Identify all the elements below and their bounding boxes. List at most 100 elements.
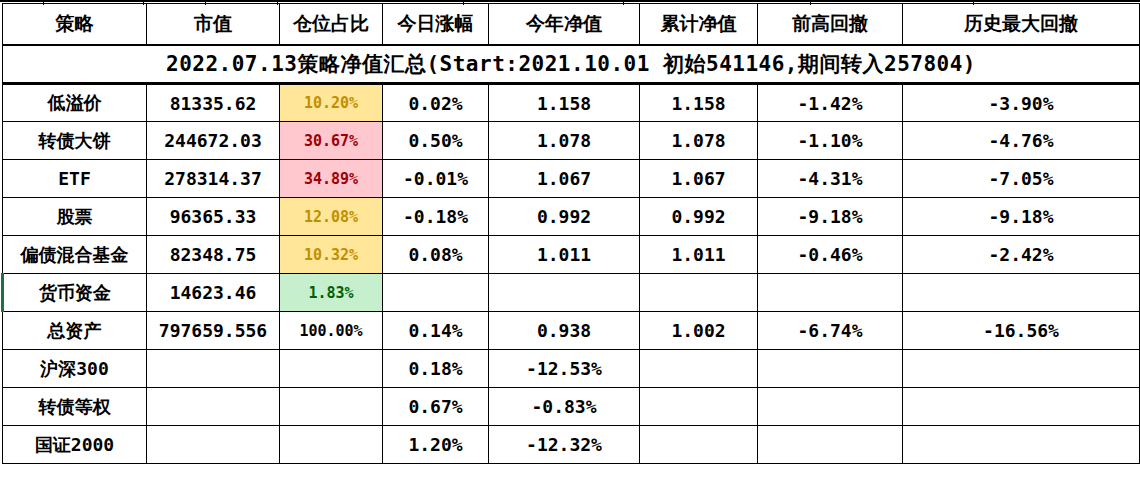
cell-max-drawdown[interactable]: -2.42% — [903, 236, 1140, 274]
cell-drawdown-from-high[interactable] — [758, 350, 903, 388]
cell-strategy[interactable]: 偏债混合基金 — [3, 236, 147, 274]
col-header-strategy[interactable]: 策略 — [3, 4, 147, 45]
cell-strategy[interactable]: 国证2000 — [3, 426, 147, 464]
cell-strategy[interactable]: 沪深300 — [3, 350, 147, 388]
cell-strategy[interactable]: 总资产 — [3, 312, 147, 350]
gridline-tick — [43, 2, 44, 5]
cell-position-pct[interactable]: 10.32% — [280, 236, 383, 274]
cell-ytd-nav[interactable] — [489, 274, 640, 312]
table-row: 偏债混合基金82348.7510.32%0.08%1.0111.011-0.46… — [3, 236, 1140, 274]
cell-position-pct[interactable]: 1.83% — [280, 274, 383, 312]
cell-cumulative-nav[interactable] — [640, 388, 758, 426]
cell-today-change[interactable]: 0.18% — [383, 350, 489, 388]
cell-strategy[interactable]: 股票 — [3, 198, 147, 236]
cell-position-pct[interactable] — [280, 350, 383, 388]
cell-max-drawdown[interactable] — [903, 426, 1140, 464]
cell-cumulative-nav[interactable] — [640, 274, 758, 312]
cell-position-pct[interactable]: 34.89% — [280, 160, 383, 198]
table-row: 沪深300 0.18%-12.53% — [3, 350, 1140, 388]
cell-drawdown-from-high[interactable]: -9.18% — [758, 198, 903, 236]
cell-today-change[interactable]: -0.18% — [383, 198, 489, 236]
cell-market-value[interactable]: 244672.03 — [147, 122, 280, 160]
table-row: 国证2000 1.20%-12.32% — [3, 426, 1140, 464]
cell-ytd-nav[interactable]: 1.158 — [489, 84, 640, 122]
title-row: 2022.07.13策略净值汇总(Start:2021.10.01 初始5411… — [3, 45, 1140, 84]
table-row: 总资产797659.556100.00%0.14%0.9381.002-6.74… — [3, 312, 1140, 350]
cell-max-drawdown[interactable] — [903, 350, 1140, 388]
cell-drawdown-from-high[interactable]: -1.10% — [758, 122, 903, 160]
cell-today-change[interactable]: 0.67% — [383, 388, 489, 426]
cell-market-value[interactable] — [147, 388, 280, 426]
cell-drawdown-from-high[interactable]: -1.42% — [758, 84, 903, 122]
gridline-tick — [277, 2, 278, 5]
strategy-nav-table: 2022.07.13策略净值汇总(Start:2021.10.01 初始5411… — [1, 3, 1140, 464]
cell-drawdown-from-high[interactable] — [758, 388, 903, 426]
cell-cumulative-nav[interactable]: 0.992 — [640, 198, 758, 236]
cell-market-value[interactable]: 96365.33 — [147, 198, 280, 236]
gridline-tick — [810, 2, 811, 5]
cell-max-drawdown[interactable] — [903, 388, 1140, 426]
cell-cumulative-nav[interactable] — [640, 350, 758, 388]
cell-ytd-nav[interactable]: -12.53% — [489, 350, 640, 388]
cell-strategy[interactable]: 货币资金 — [3, 274, 147, 312]
col-header-position-pct[interactable]: 仓位占比 — [280, 4, 383, 45]
cell-today-change[interactable]: 0.50% — [383, 122, 489, 160]
cell-strategy[interactable]: ETF — [3, 160, 147, 198]
cell-position-pct[interactable]: 12.08% — [280, 198, 383, 236]
col-header-ytd-nav[interactable]: 今年净值 — [489, 4, 640, 45]
col-header-max-drawdown[interactable]: 历史最大回撤 — [903, 4, 1140, 45]
cell-position-pct[interactable]: 10.20% — [280, 84, 383, 122]
cell-strategy[interactable]: 转债等权 — [3, 388, 147, 426]
cell-cumulative-nav[interactable] — [640, 426, 758, 464]
cell-today-change[interactable]: 0.14% — [383, 312, 489, 350]
table-row: 转债等权 0.67%-0.83% — [3, 388, 1140, 426]
cell-ytd-nav[interactable]: 1.011 — [489, 236, 640, 274]
cell-max-drawdown[interactable] — [903, 274, 1140, 312]
cell-drawdown-from-high[interactable] — [758, 426, 903, 464]
cell-max-drawdown[interactable]: -4.76% — [903, 122, 1140, 160]
cell-market-value[interactable]: 82348.75 — [147, 236, 280, 274]
col-header-today-change[interactable]: 今日涨幅 — [383, 4, 489, 45]
cell-max-drawdown[interactable]: -16.56% — [903, 312, 1140, 350]
cell-cumulative-nav[interactable]: 1.158 — [640, 84, 758, 122]
cell-drawdown-from-high[interactable]: -0.46% — [758, 236, 903, 274]
cell-position-pct[interactable]: 100.00% — [280, 312, 383, 350]
cell-cumulative-nav[interactable]: 1.078 — [640, 122, 758, 160]
cell-strategy[interactable]: 低溢价 — [3, 84, 147, 122]
cell-max-drawdown[interactable]: -3.90% — [903, 84, 1140, 122]
cell-today-change[interactable]: 1.20% — [383, 426, 489, 464]
cell-today-change[interactable]: 0.08% — [383, 236, 489, 274]
cell-today-change[interactable]: 0.02% — [383, 84, 489, 122]
gridline-tick — [973, 2, 974, 5]
col-header-market-value[interactable]: 市值 — [147, 4, 280, 45]
cell-ytd-nav[interactable]: 1.078 — [489, 122, 640, 160]
cell-max-drawdown[interactable]: -9.18% — [903, 198, 1140, 236]
col-header-cumulative-nav[interactable]: 累计净值 — [640, 4, 758, 45]
cell-position-pct[interactable] — [280, 426, 383, 464]
cell-drawdown-from-high[interactable] — [758, 274, 903, 312]
cell-today-change[interactable] — [383, 274, 489, 312]
cell-market-value[interactable] — [147, 350, 280, 388]
cell-drawdown-from-high[interactable]: -4.31% — [758, 160, 903, 198]
col-header-drawdown-from-high[interactable]: 前高回撤 — [758, 4, 903, 45]
cell-cumulative-nav[interactable]: 1.011 — [640, 236, 758, 274]
cell-today-change[interactable]: -0.01% — [383, 160, 489, 198]
cell-market-value[interactable]: 797659.556 — [147, 312, 280, 350]
cell-cumulative-nav[interactable]: 1.067 — [640, 160, 758, 198]
cell-ytd-nav[interactable]: -0.83% — [489, 388, 640, 426]
cell-position-pct[interactable]: 30.67% — [280, 122, 383, 160]
cell-cumulative-nav[interactable]: 1.002 — [640, 312, 758, 350]
cell-max-drawdown[interactable]: -7.05% — [903, 160, 1140, 198]
cell-position-pct[interactable] — [280, 388, 383, 426]
cell-market-value[interactable] — [147, 426, 280, 464]
cell-ytd-nav[interactable]: -12.32% — [489, 426, 640, 464]
cell-ytd-nav[interactable]: 1.067 — [489, 160, 640, 198]
cell-market-value[interactable]: 278314.37 — [147, 160, 280, 198]
cell-strategy[interactable]: 转债大饼 — [3, 122, 147, 160]
cell-ytd-nav[interactable]: 0.992 — [489, 198, 640, 236]
cell-drawdown-from-high[interactable]: -6.74% — [758, 312, 903, 350]
table-title-cell[interactable]: 2022.07.13策略净值汇总(Start:2021.10.01 初始5411… — [3, 45, 1140, 84]
cell-market-value[interactable]: 14623.46 — [147, 274, 280, 312]
cell-ytd-nav[interactable]: 0.938 — [489, 312, 640, 350]
cell-market-value[interactable]: 81335.62 — [147, 84, 280, 122]
